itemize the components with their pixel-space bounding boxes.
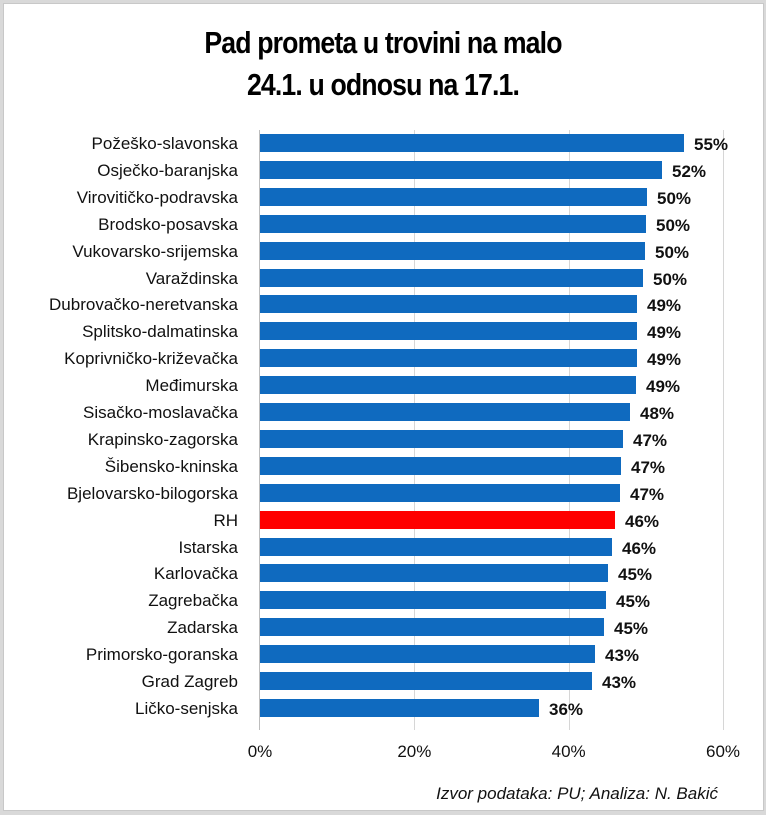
bar-row: Šibensko-kninska 47% <box>0 453 766 480</box>
bar-row: Ličko-senjska 36% <box>0 695 766 722</box>
chart-title-line-1: Pad prometa u trovini na malo <box>204 25 562 60</box>
data-label: 50% <box>657 188 692 208</box>
bar <box>260 645 595 664</box>
category-label: Požeško-slavonska <box>91 134 238 153</box>
bar-row: Splitsko-dalmatinska 49% <box>0 318 766 345</box>
bar <box>260 322 637 341</box>
category-label: Sisačko-moslavačka <box>83 403 238 422</box>
data-label: 48% <box>640 404 675 423</box>
bar-row: Brodsko-posavska 50% <box>0 211 766 238</box>
category-label: Vukovarsko-srijemska <box>72 241 238 261</box>
bar <box>260 483 620 502</box>
data-label: 36% <box>549 699 584 719</box>
data-label: 50% <box>653 269 688 289</box>
category-label: Dubrovačko-neretvanska <box>49 295 238 315</box>
x-tick-label: 20% <box>397 742 432 761</box>
data-label: 47% <box>630 484 665 504</box>
data-label: 55% <box>694 135 729 154</box>
bar <box>260 295 637 314</box>
data-label: 45% <box>614 619 649 639</box>
category-label: Zadarska <box>167 618 238 638</box>
bar-row: Osječko-baranjska 52% <box>0 157 766 184</box>
bar-row: Zagrebačka 45% <box>0 587 766 614</box>
bar-row: Koprivničko-križevačka 49% <box>0 345 766 372</box>
category-label: Ličko-senjska <box>135 698 238 718</box>
category-label: Karlovačka <box>153 564 238 584</box>
chart-title-line-2: 24.1. u odnosu na 17.1. <box>246 67 520 102</box>
bar <box>260 618 604 637</box>
bar <box>260 698 539 717</box>
category-label: Splitsko-dalmatinska <box>82 322 238 342</box>
data-label: 49% <box>646 377 681 397</box>
bar <box>260 376 636 395</box>
bar-row: Bjelovarsko-bilogorska 47% <box>0 480 766 507</box>
bar-row: Krapinsko-zagorska 47% <box>0 426 766 453</box>
data-label: 47% <box>633 430 668 450</box>
bar-row: Dubrovačko-neretvanska 49% <box>0 291 766 318</box>
category-label: Koprivničko-križevačka <box>64 349 238 369</box>
data-label: 45% <box>616 592 651 612</box>
category-label: Brodsko-posavska <box>98 214 238 234</box>
bar-row: Sisačko-moslavačka 48% <box>0 399 766 426</box>
bar-row: Međimurska 49% <box>0 372 766 399</box>
data-label: 45% <box>618 565 653 585</box>
bar <box>260 134 684 152</box>
bar <box>260 187 647 206</box>
category-label: Grad Zagreb <box>141 672 238 691</box>
bar-row: Virovitičko-podravska 50% <box>0 184 766 211</box>
bar-row: Požeško-slavonska 55% <box>0 130 766 157</box>
bar-highlight <box>260 510 615 529</box>
bar-row: Grad Zagreb 43% <box>0 668 766 695</box>
category-label: Istarska <box>178 537 238 557</box>
bar <box>260 537 612 556</box>
bar-row: Varaždinska 50% <box>0 265 766 292</box>
bar-row: Primorsko-goranska 43% <box>0 641 766 668</box>
y-axis-line <box>259 130 260 730</box>
category-label: Bjelovarsko-bilogorska <box>66 483 238 503</box>
category-label: Varaždinska <box>145 268 238 288</box>
category-label: Primorsko-goranska <box>85 645 238 665</box>
bar <box>260 268 643 287</box>
data-label: 50% <box>656 215 691 235</box>
bar <box>260 349 637 368</box>
x-tick-label: 40% <box>551 742 586 761</box>
data-label: 52% <box>672 161 707 181</box>
x-tick-label: 0% <box>247 742 273 761</box>
bar-row: Vukovarsko-srijemska 50% <box>0 238 766 265</box>
bar <box>260 591 606 610</box>
source-note: Izvor podataka: PU; Analiza: N. Bakić <box>436 784 718 803</box>
category-label: Šibensko-kninska <box>104 456 238 476</box>
data-label: 49% <box>647 296 682 316</box>
category-label: RH <box>213 510 238 530</box>
data-label: 43% <box>602 673 637 692</box>
data-label: 46% <box>625 511 660 531</box>
bar <box>260 672 592 690</box>
bar <box>260 403 630 421</box>
data-label: 49% <box>647 350 682 370</box>
category-label: Krapinsko-zagorska <box>87 429 238 449</box>
x-tick-label: 60% <box>705 742 741 761</box>
data-label: 50% <box>655 242 690 262</box>
data-label: 43% <box>605 646 640 666</box>
bar <box>260 564 608 583</box>
data-label: 46% <box>622 538 657 558</box>
category-label: Međimurska <box>145 376 238 396</box>
data-label: 49% <box>647 323 682 343</box>
data-label: 47% <box>631 457 666 477</box>
category-label: Osječko-baranjska <box>97 160 238 180</box>
bar <box>260 241 645 260</box>
bar <box>260 160 662 179</box>
category-label: Virovitičko-podravska <box>76 187 238 207</box>
bar-row: Zadarska 45% <box>0 614 766 641</box>
bar <box>260 456 621 475</box>
bar <box>260 429 623 448</box>
bar-row: Istarska 46% <box>0 534 766 561</box>
category-label: Zagrebačka <box>148 591 238 611</box>
bar <box>260 214 646 233</box>
bar-row: RH 46% <box>0 507 766 534</box>
chart-title: Pad prometa u trovini na malo 24.1. u od… <box>0 22 766 106</box>
bar-row: Karlovačka 45% <box>0 560 766 587</box>
gridline <box>723 130 724 730</box>
